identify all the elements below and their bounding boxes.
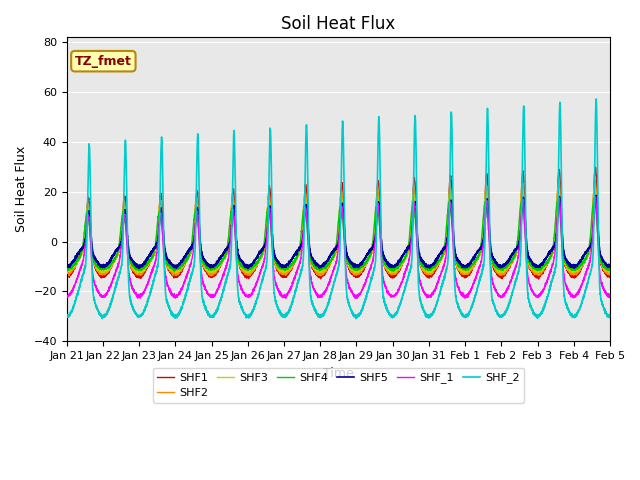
SHF1	[63, 272, 70, 278]
SHF4	[170, 269, 178, 275]
SHF2	[430, 266, 438, 272]
SHF4	[460, 266, 468, 272]
SHF3	[161, 247, 168, 253]
SHF2	[318, 271, 326, 277]
Line: SHF1: SHF1	[67, 167, 610, 279]
SHF1	[605, 274, 613, 279]
SHF5	[606, 264, 614, 270]
SHF4	[606, 265, 614, 271]
SHF1	[606, 274, 614, 279]
SHF_2	[99, 316, 106, 322]
Line: SHF4: SHF4	[67, 198, 610, 272]
SHF1	[161, 244, 168, 250]
SHF_1	[592, 194, 600, 200]
SHF_1	[282, 296, 289, 301]
SHF3	[63, 269, 70, 275]
SHF4	[605, 267, 613, 273]
X-axis label: Time: Time	[323, 367, 354, 380]
SHF_2	[430, 307, 438, 313]
Line: SHF2: SHF2	[67, 180, 610, 276]
Line: SHF5: SHF5	[67, 195, 610, 268]
SHF1	[460, 273, 468, 278]
SHF5	[318, 263, 326, 269]
Text: TZ_fmet: TZ_fmet	[75, 55, 132, 68]
SHF3	[460, 269, 468, 275]
SHF_2	[63, 314, 70, 320]
Title: Soil Heat Flux: Soil Heat Flux	[281, 15, 396, 33]
SHF4	[161, 248, 168, 254]
SHF2	[63, 271, 70, 276]
Y-axis label: Soil Heat Flux: Soil Heat Flux	[15, 146, 28, 232]
SHF_2	[491, 304, 499, 310]
SHF5	[491, 260, 499, 265]
SHF_1	[430, 288, 438, 293]
SHF1	[591, 164, 599, 170]
SHF_2	[606, 314, 614, 320]
SHF_1	[161, 262, 168, 268]
SHF4	[318, 265, 326, 271]
SHF_2	[318, 312, 326, 318]
SHF_1	[491, 286, 499, 291]
SHF3	[461, 270, 468, 276]
SHF5	[244, 265, 252, 271]
SHF1	[491, 266, 499, 272]
SHF5	[460, 264, 468, 269]
SHF2	[606, 271, 614, 276]
SHF3	[591, 184, 598, 190]
SHF3	[430, 265, 438, 271]
SHF4	[491, 262, 499, 268]
Line: SHF_2: SHF_2	[67, 99, 610, 319]
SHF_1	[318, 293, 326, 299]
SHF_2	[592, 96, 600, 102]
SHF1	[535, 276, 543, 282]
SHF2	[591, 177, 599, 183]
Line: SHF_1: SHF_1	[67, 197, 610, 299]
Line: SHF3: SHF3	[67, 187, 610, 273]
SHF2	[208, 273, 216, 279]
SHF5	[63, 263, 70, 268]
SHF2	[161, 248, 168, 253]
SHF1	[430, 269, 438, 275]
SHF2	[491, 266, 499, 272]
SHF5	[430, 261, 438, 267]
SHF_1	[460, 292, 468, 298]
SHF5	[161, 242, 168, 248]
SHF2	[605, 272, 613, 278]
SHF_2	[605, 312, 613, 318]
SHF4	[430, 263, 438, 268]
Legend: SHF1, SHF2, SHF3, SHF4, SHF5, SHF_1, SHF_2: SHF1, SHF2, SHF3, SHF4, SHF5, SHF_1, SHF…	[152, 368, 524, 403]
SHF3	[491, 263, 499, 268]
SHF_1	[606, 294, 614, 300]
SHF4	[591, 195, 598, 201]
SHF_2	[161, 268, 168, 274]
SHF_2	[460, 314, 468, 320]
SHF2	[460, 270, 468, 276]
SHF5	[592, 192, 600, 198]
SHF3	[606, 268, 614, 274]
SHF3	[605, 270, 613, 276]
SHF_1	[605, 293, 613, 299]
SHF1	[318, 273, 326, 279]
SHF4	[63, 268, 70, 274]
SHF5	[605, 264, 613, 270]
SHF3	[318, 268, 326, 274]
SHF_1	[63, 294, 70, 300]
